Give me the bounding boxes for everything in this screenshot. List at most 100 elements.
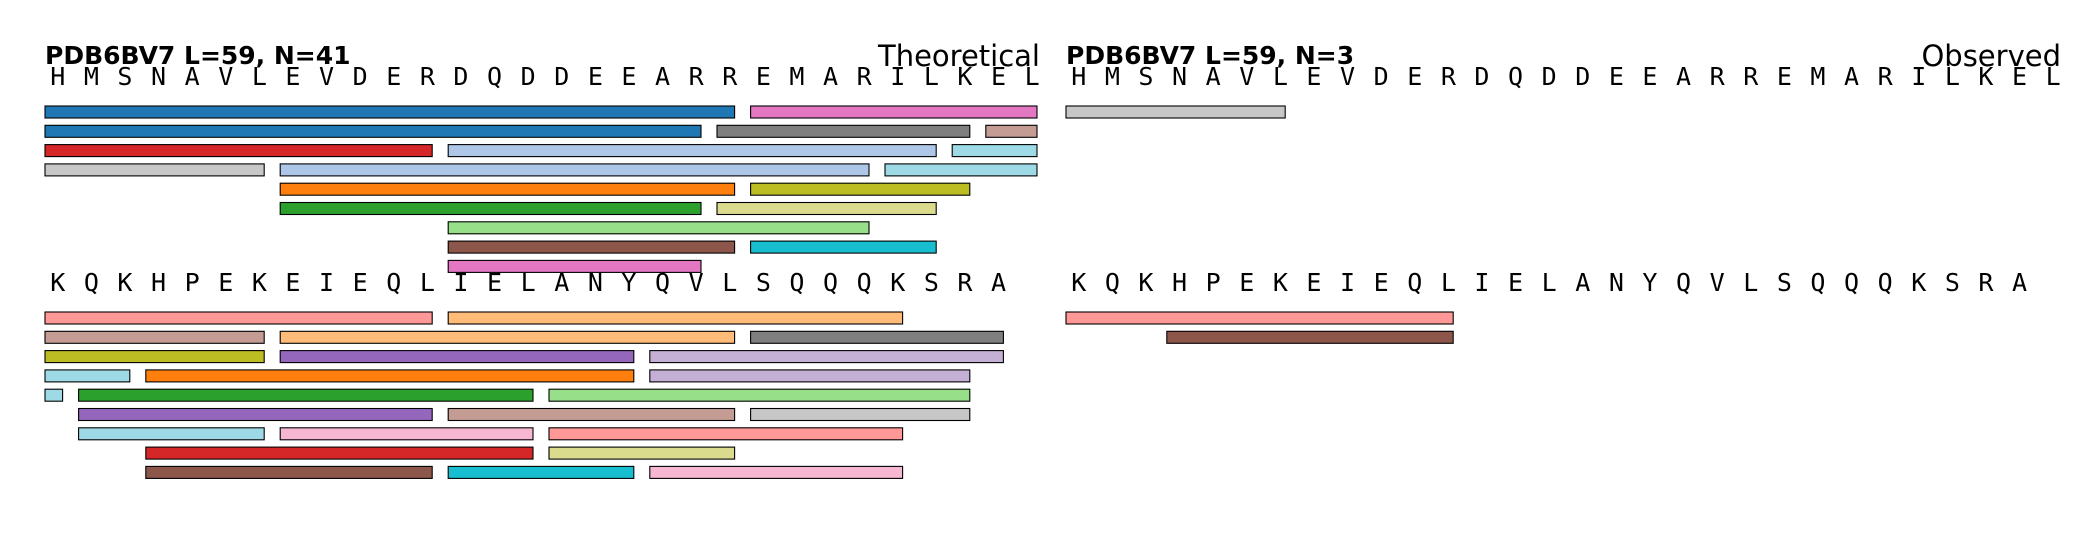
residue-56: K [1911,268,1926,297]
residue-13: D [453,62,468,91]
residue-21: R [722,62,738,91]
residue-30: L [2046,62,2061,91]
residue-44: E [487,268,502,297]
residue-46: A [1575,268,1590,297]
peptide-bar-52-59 [750,330,1004,344]
peptide-bar-31-33 [44,369,131,383]
residue-15: D [521,62,536,91]
residue-31: K [50,268,65,297]
peptide-bar-13-27 [447,144,937,158]
residue-12: R [1441,62,1457,91]
residue-52: S [1777,268,1792,297]
residue-49: Q [655,268,670,297]
observed-panel-title: PDB6BV7 L=59, N=3 [1066,41,1354,70]
residue-8: E [1306,62,1321,91]
residue-48: Y [621,268,636,297]
peptide-bar-31-42 [1065,311,1454,325]
theoretical-panel: H M S N A V L E V D E R D Q D D E E A R R E M A R I L K E LK Q K H P E K E I E… [44,62,1040,479]
peptide-bar-21-27 [716,201,937,216]
residue-25: R [857,62,873,91]
peptide-bar-49-58 [649,369,971,383]
peptide-bar-34-45 [145,446,534,460]
residue-8: E [285,62,300,91]
residue-17: E [1609,62,1624,91]
peptide-bar-34-48 [145,369,635,383]
residue-12: R [420,62,436,91]
residue-48: Y [1642,268,1657,297]
peptide-bar-52-58 [750,407,971,422]
residue-52: S [756,268,771,297]
peptide-bar-29-30 [985,124,1038,138]
peptide-bar-13-25 [447,221,870,235]
residue-2: M [84,62,99,91]
residue-23: M [789,62,804,91]
residue-36: E [1239,268,1254,297]
peptide-bar-32-37 [78,427,265,441]
residue-19: A [1676,62,1691,91]
residue-40: E [353,268,368,297]
residue-32: Q [84,268,99,297]
peptide-bar-31-42 [44,311,433,325]
residue-20: R [1710,62,1726,91]
residue-54: Q [823,268,838,297]
residue-11: E [386,62,401,91]
peptide-bar-8-20 [279,201,702,216]
peptide-bar-22-27 [750,240,937,254]
peptide-bar-22-28 [750,182,971,196]
residue-6: V [218,62,233,91]
residue-10: D [1374,62,1389,91]
residue-55: Q [1878,268,1893,297]
residue-27: L [1945,62,1960,91]
residue-26: I [890,62,905,91]
peptide-bar-8-25 [279,163,870,177]
residue-45: L [1542,268,1557,297]
residue-55: Q [857,268,872,297]
residue-38: E [285,268,300,297]
residue-15: D [1542,62,1557,91]
residue-18: E [1642,62,1657,91]
residue-56: K [890,268,905,297]
peptide-bar-8-21 [279,182,736,196]
theoretical-panel-title: PDB6BV7 L=59, N=41 [45,41,351,70]
peptide-bar-32-45 [78,388,534,402]
peptide-bar-46-51 [548,446,736,460]
residue-25: R [1878,62,1894,91]
residue-54: Q [1844,268,1859,297]
residue-41: Q [1407,268,1422,297]
peptide-bar-13-21 [447,240,736,254]
peptide-bar-34-42 [1166,330,1454,344]
residue-6: V [1239,62,1254,91]
residue-28: K [957,62,972,91]
peptide-bar-46-56 [548,427,904,441]
residue-22: E [756,62,771,91]
residue-34: H [151,268,166,297]
residue-24: A [1844,62,1859,91]
residue-35: P [1206,268,1221,297]
residue-29: E [991,62,1006,91]
observed-panel: H M S N A V L E V D E R D Q D D E E A R R E M A R I L K E LK Q K H P E K E I E… [1065,62,2061,344]
residue-2: M [1105,62,1120,91]
residue-42: L [1441,268,1456,297]
peptide-bar-13-20 [447,259,702,273]
residue-27: L [924,62,939,91]
residue-19: A [655,62,670,91]
peptide-bar-22-30 [750,105,1038,119]
observed-panel-label: Observed [1921,39,2061,73]
peptide-bar-1-12 [44,144,433,158]
residue-33: K [117,268,132,297]
residue-51: L [1743,268,1758,297]
peptide-bar-28-30 [951,144,1038,158]
peptide-bar-1-20 [44,124,702,138]
residue-13: D [1474,62,1489,91]
residue-23: M [1810,62,1825,91]
residue-7: L [1273,62,1288,91]
residue-26: I [1911,62,1926,91]
residue-14: Q [487,62,502,91]
residue-3: S [117,62,132,91]
residue-5: A [185,62,200,91]
residue-30: L [1025,62,1040,91]
residue-42: L [420,268,435,297]
residue-37: K [252,268,267,297]
residue-1: H [1071,62,1086,91]
